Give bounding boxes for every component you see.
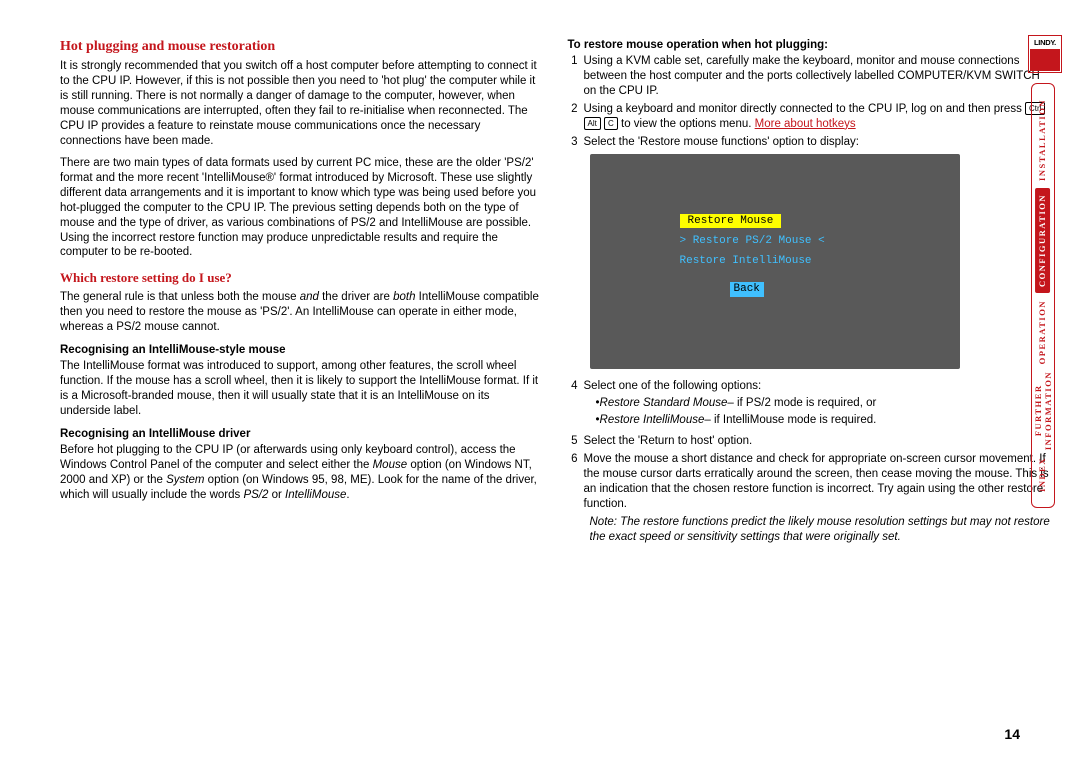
step-3: Select the 'Restore mouse functions' opt… — [584, 135, 1051, 150]
key-c: C — [604, 117, 618, 130]
step-4: Select one of the following options: Res… — [584, 379, 1051, 432]
para: It is strongly recommended that you swit… — [60, 59, 543, 149]
nav-index[interactable]: INDEX — [1037, 457, 1048, 492]
heading-which-restore: Which restore setting do I use? — [60, 270, 543, 287]
page-number: 14 — [1004, 725, 1020, 743]
heading-hot-plugging: Hot plugging and mouse restoration — [60, 38, 543, 56]
nav-further-info[interactable]: FURTHERINFORMATION — [1033, 371, 1053, 450]
step-6: Move the mouse a short distance and chec… — [584, 452, 1051, 512]
step-2: Using a keyboard and monitor directly co… — [584, 102, 1051, 132]
menu-back: Back — [730, 282, 764, 296]
para: Before hot plugging to the CPU IP (or af… — [60, 443, 543, 503]
nav-installation[interactable]: INSTALLATION — [1037, 99, 1048, 181]
bullet-intellimouse: Restore IntelliMouse – if IntelliMouse m… — [596, 413, 1051, 428]
nav-configuration[interactable]: CONFIGURATION — [1035, 188, 1050, 293]
note: Note: The restore functions predict the … — [568, 515, 1051, 545]
lindy-logo: LINDY. — [1028, 35, 1062, 73]
para: There are two main types of data formats… — [60, 156, 543, 261]
nav-box: INSTALLATION CONFIGURATION OPERATION FUR… — [1031, 83, 1055, 508]
para: The IntelliMouse format was introduced t… — [60, 359, 543, 419]
para: The general rule is that unless both the… — [60, 290, 543, 335]
sidebar: LINDY. INSTALLATION CONFIGURATION OPERAT… — [1028, 35, 1058, 508]
subhead-intellimouse-style: Recognising an IntelliMouse-style mouse — [60, 343, 543, 358]
restore-mouse-menu: Restore Mouse > Restore PS/2 Mouse < Res… — [590, 154, 960, 369]
restore-steps: 1Using a KVM cable set, carefully make t… — [568, 54, 1051, 150]
link-hotkeys[interactable]: More about hotkeys — [755, 118, 856, 130]
subhead-intellimouse-driver: Recognising an IntelliMouse driver — [60, 427, 543, 442]
page-content: Hot plugging and mouse restoration It is… — [0, 0, 1080, 572]
right-column: To restore mouse operation when hot plug… — [568, 38, 1051, 552]
menu-title: Restore Mouse — [680, 214, 782, 228]
nav-operation[interactable]: OPERATION — [1037, 300, 1048, 364]
key-alt: Alt — [584, 117, 601, 130]
heading-to-restore: To restore mouse operation when hot plug… — [568, 38, 1051, 53]
menu-option-ps2: > Restore PS/2 Mouse < — [680, 234, 825, 248]
left-column: Hot plugging and mouse restoration It is… — [60, 38, 543, 552]
bullet-standard: Restore Standard Mouse – if PS/2 mode is… — [596, 396, 1051, 411]
step-1: Using a KVM cable set, carefully make th… — [584, 54, 1051, 99]
restore-steps-cont: 4 Select one of the following options: R… — [568, 379, 1051, 513]
menu-option-intellimouse: Restore IntelliMouse — [680, 254, 825, 268]
step-5: Select the 'Return to host' option. — [584, 434, 1051, 449]
